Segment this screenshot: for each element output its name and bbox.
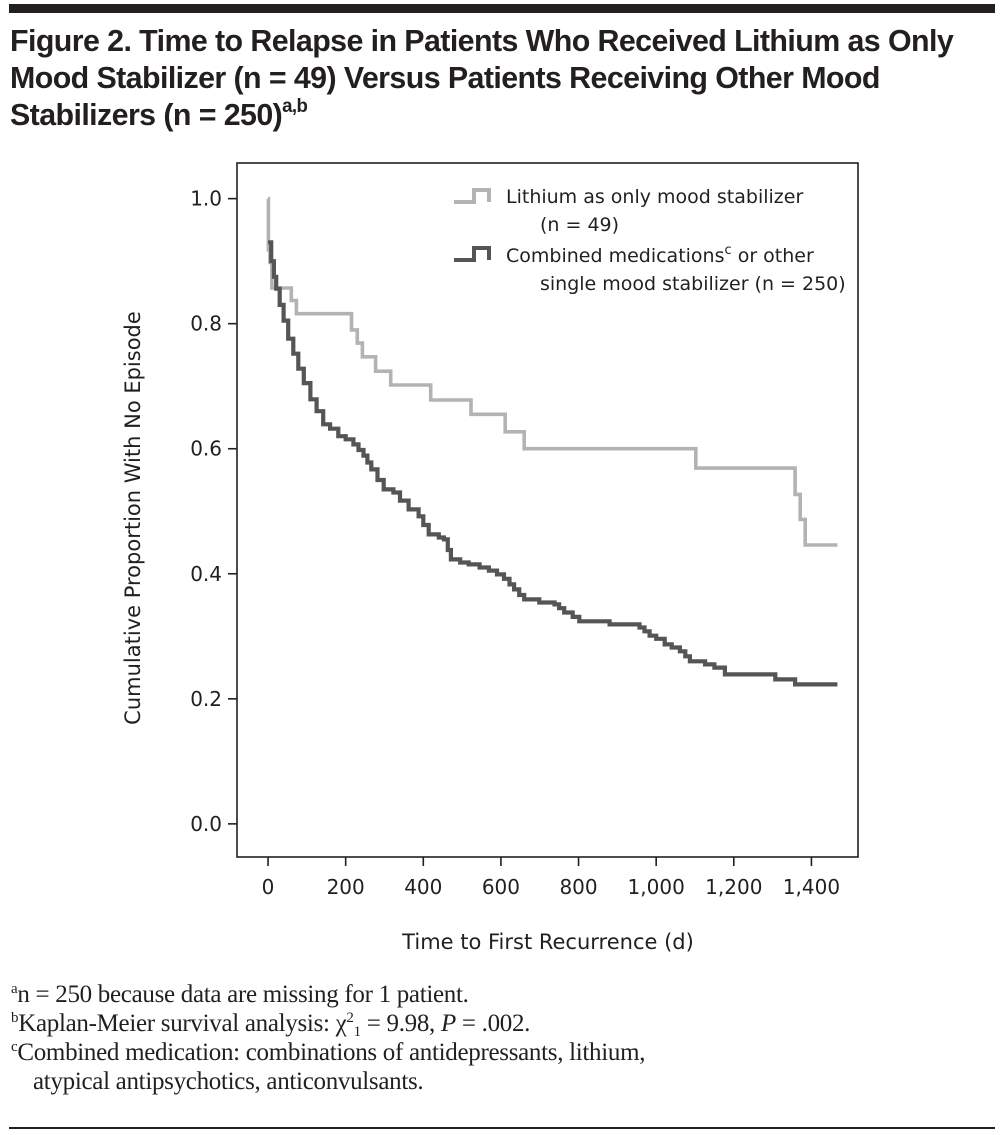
figure-title-text: Figure 2. Time to Relapse in Patients Wh… xyxy=(10,23,954,132)
legend-item-lithium: Lithium as only mood stabilizer (n = 49) xyxy=(454,186,803,236)
legend: Lithium as only mood stabilizer (n = 49)… xyxy=(454,186,846,295)
y-tick-label: 0.2 xyxy=(190,687,222,711)
legend-item-combined: Combined medicationsc or other single mo… xyxy=(454,243,846,295)
legend-label-combined-n: single mood stabilizer (n = 250) xyxy=(540,273,846,295)
legend-label-combined: Combined medicationsc or other xyxy=(506,243,814,267)
y-axis: 0.0 0.2 0.4 0.6 0.8 1.0 xyxy=(190,187,237,836)
x-tick-label: 600 xyxy=(482,875,520,899)
x-tick-label: 400 xyxy=(404,875,442,899)
top-rule xyxy=(9,4,995,13)
x-tick-label: 200 xyxy=(327,875,365,899)
footnote-a-text: n = 250 because data are missing for 1 p… xyxy=(17,981,469,1008)
footnote-b-p-value: = .002. xyxy=(455,1010,531,1037)
y-axis-label: Cumulative Proportion With No Episode xyxy=(121,311,145,725)
y-tick-label: 1.0 xyxy=(190,187,222,211)
footnote-a: an = 250 because data are missing for 1 … xyxy=(11,980,991,1009)
x-tick-label: 1,000 xyxy=(628,875,685,899)
y-tick-label: 0.8 xyxy=(190,312,222,336)
plot-frame xyxy=(236,162,859,858)
figure-title: Figure 2. Time to Relapse in Patients Wh… xyxy=(10,22,970,133)
footnote-c-continuation: atypical antipsychotics, anticonvulsants… xyxy=(33,1068,424,1095)
x-tick-label: 800 xyxy=(559,875,597,899)
footnote-b-chi-sub: 1 xyxy=(353,1024,362,1040)
y-tick-label: 0.0 xyxy=(190,812,222,836)
footnote-c: cCombined medication: combinations of an… xyxy=(11,1038,991,1067)
legend-swatch-lithium xyxy=(454,188,491,204)
footnote-b-p-label: P xyxy=(440,1010,456,1037)
x-tick-label: 1,400 xyxy=(783,875,840,899)
footnote-c-text: Combined medication: combinations of ant… xyxy=(17,1039,646,1066)
footnote-c-marker: c xyxy=(11,1039,18,1055)
x-axis: 0 200 400 600 800 1,000 1,200 1,400 xyxy=(262,857,840,899)
x-tick-label: 0 xyxy=(262,875,275,899)
legend-label-lithium: Lithium as only mood stabilizer xyxy=(506,186,803,208)
legend-swatch-combined xyxy=(454,246,491,262)
legend-label-combined-text: Combined medications xyxy=(506,245,725,267)
legend-label-combined-sup: c xyxy=(725,243,732,258)
figure-title-superscript: a,b xyxy=(282,96,308,117)
footnote-a-marker: a xyxy=(11,981,18,997)
footnote-b: bKaplan-Meier survival analysis: χ21 = 9… xyxy=(11,1009,991,1040)
footnotes: an = 250 because data are missing for 1 … xyxy=(11,980,991,1096)
footnote-b-chi-sup: 2 xyxy=(346,1010,354,1026)
series-line-combined xyxy=(268,240,838,687)
km-chart: 0.0 0.2 0.4 0.6 0.8 1.0 0 200 400 600 800 1,000 1,2… xyxy=(121,162,859,954)
legend-label-combined-suffix: or other xyxy=(732,245,814,267)
footnote-b-marker: b xyxy=(11,1010,19,1026)
footnote-b-text: Kaplan-Meier survival analysis: χ xyxy=(18,1010,347,1037)
y-tick-label: 0.4 xyxy=(190,562,222,586)
footnote-b-stat: = 9.98, xyxy=(360,1010,441,1037)
x-tick-label: 1,200 xyxy=(705,875,762,899)
legend-label-lithium-n: (n = 49) xyxy=(540,214,619,236)
y-tick-label: 0.6 xyxy=(190,437,222,461)
x-axis-label: Time to First Recurrence (d) xyxy=(401,930,694,954)
bottom-rule xyxy=(9,1127,995,1129)
series-layer xyxy=(266,196,838,687)
